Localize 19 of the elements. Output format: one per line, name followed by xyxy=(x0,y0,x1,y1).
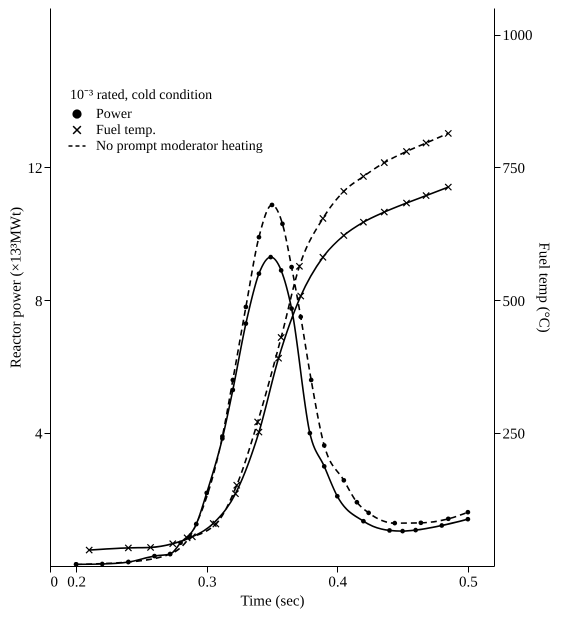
y-tick-label: 8 xyxy=(35,294,42,310)
y-axis-title: Reactor power (×13³MWt) xyxy=(8,206,24,368)
x-tick-label: 0 xyxy=(50,574,58,590)
legend-title: 10⁻³ rated, cold condition xyxy=(70,88,212,103)
y-tick-label: 4 xyxy=(35,426,43,443)
x-tick-label: 0.5 xyxy=(459,574,478,590)
legend-label: Power xyxy=(96,107,132,122)
y2-tick-label: 750 xyxy=(502,160,525,177)
x-tick-label: 0.4 xyxy=(328,574,348,590)
y-tick-label: 12 xyxy=(28,160,42,177)
x-tick-label: 0.2 xyxy=(67,574,86,590)
y2-tick-label: 1000 xyxy=(502,28,532,44)
y2-tick-label: 500 xyxy=(502,294,525,310)
x-tick-label: 0.3 xyxy=(198,574,217,590)
legend-label: No prompt moderator heating xyxy=(96,139,263,154)
y2-tick-label: 250 xyxy=(502,426,525,443)
legend-label: Fuel temp. xyxy=(96,123,156,138)
x-axis-title: Time (sec) xyxy=(240,594,305,610)
y2-axis-title: Fuel temp (°C) xyxy=(536,242,552,333)
